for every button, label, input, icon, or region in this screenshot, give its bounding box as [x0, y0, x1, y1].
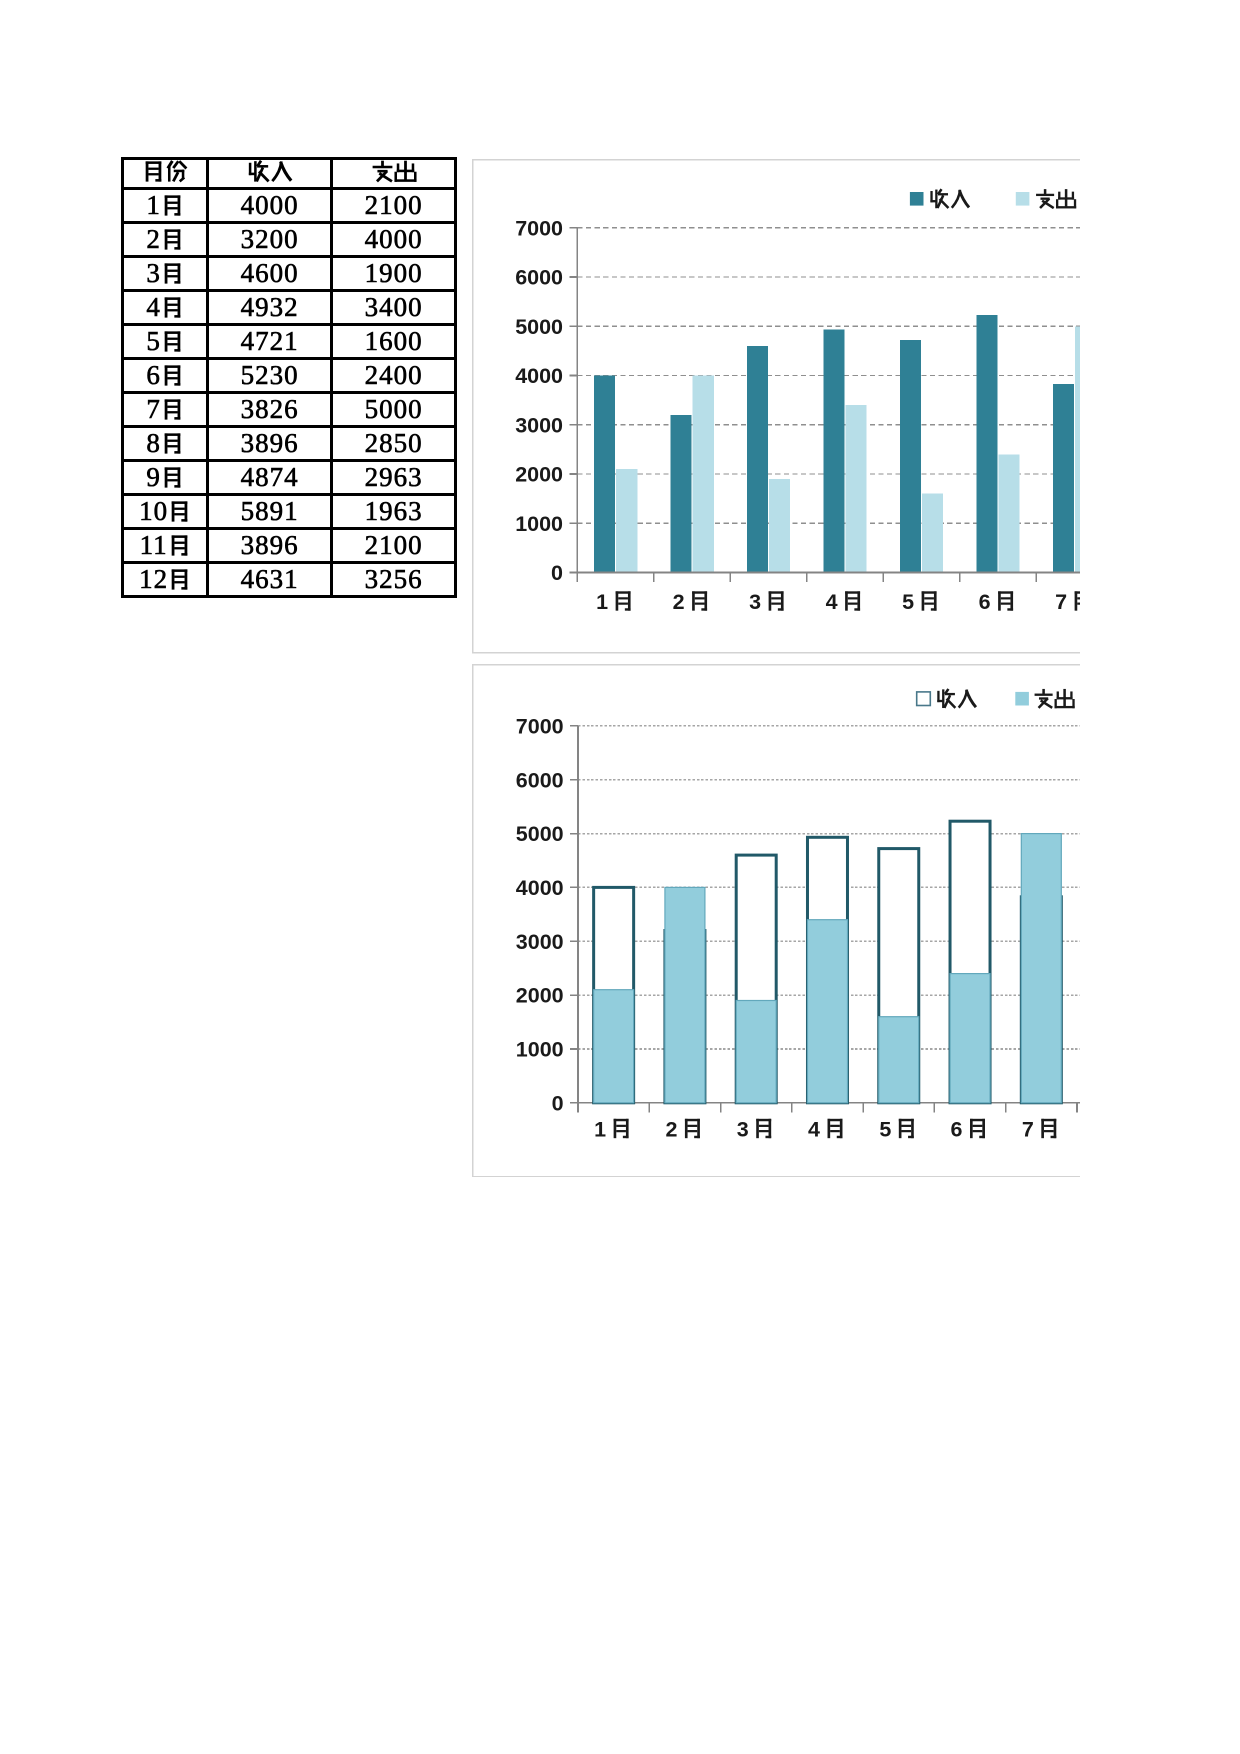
svg-text:1000: 1000 [516, 1038, 564, 1062]
svg-text:4000: 4000 [515, 364, 563, 388]
svg-text:5000: 5000 [516, 822, 564, 846]
svg-text:2000: 2000 [515, 463, 563, 487]
svg-text:1000: 1000 [515, 512, 563, 536]
svg-text:2000: 2000 [516, 984, 564, 1008]
svg-text:1: 1 [596, 590, 608, 614]
svg-text:7000: 7000 [516, 714, 564, 738]
svg-text:6: 6 [951, 1117, 963, 1141]
svg-text:3: 3 [737, 1117, 749, 1141]
svg-text:4: 4 [808, 1117, 820, 1141]
svg-text:2: 2 [672, 590, 684, 614]
svg-text:4: 4 [825, 590, 837, 614]
svg-text:7: 7 [1055, 590, 1067, 614]
svg-text:5: 5 [879, 1117, 891, 1141]
svg-text:7000: 7000 [515, 216, 563, 240]
svg-text:4000: 4000 [516, 876, 564, 900]
svg-text:5: 5 [902, 590, 914, 614]
svg-text:6000: 6000 [515, 266, 563, 290]
svg-text:0: 0 [552, 1091, 564, 1115]
svg-text:6000: 6000 [516, 768, 564, 792]
svg-text:1: 1 [594, 1117, 606, 1141]
svg-text:3000: 3000 [516, 930, 564, 954]
svg-text:3000: 3000 [515, 413, 563, 437]
svg-text:3: 3 [749, 590, 761, 614]
svg-text:7: 7 [1022, 1117, 1034, 1141]
svg-text:0: 0 [551, 561, 563, 585]
svg-text:6: 6 [978, 590, 990, 614]
svg-text:2: 2 [665, 1117, 677, 1141]
svg-text:5000: 5000 [515, 315, 563, 339]
